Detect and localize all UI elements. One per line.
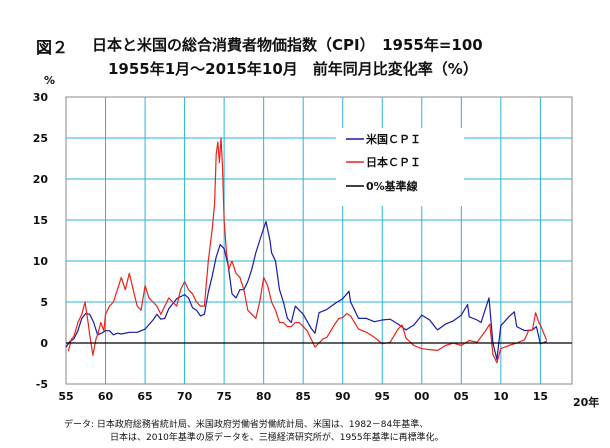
x-tick-label: 70	[177, 390, 193, 403]
legend-box	[336, 128, 464, 206]
chart-subtitle: 1955年1月～2015年10月 前年同月比変化率（%）	[108, 60, 478, 78]
y-tick-label: 20	[33, 173, 49, 186]
y-tick-label: 10	[33, 255, 49, 268]
x-tick-label: 00	[414, 390, 430, 403]
chart-title: 日本と米国の総合消費者物価指数（CPI） 1955年=100	[92, 36, 483, 54]
plot-frame	[65, 96, 573, 385]
y-axis-label: %	[44, 74, 55, 87]
x-tick-label: 75	[216, 390, 231, 403]
x-tick-label: 65	[137, 390, 152, 403]
y-tick-label: 5	[40, 296, 48, 309]
legend: 米国ＣＰＩ 日本ＣＰＩ 0%基準線	[336, 128, 464, 206]
y-tick-label: 25	[33, 132, 48, 145]
y-tick-label: 0	[40, 337, 48, 350]
legend-label: 0%基準線	[366, 179, 418, 193]
x-tick-label: 55	[58, 390, 73, 403]
legend-label: 米国ＣＰＩ	[365, 132, 421, 146]
series-lines	[65, 137, 572, 364]
x-tick-label: 10	[493, 390, 509, 403]
x-tick-label: 80	[256, 390, 272, 403]
y-tick-label: 30	[33, 91, 49, 104]
grid-lines	[66, 97, 572, 384]
x-tick-label: 15	[533, 390, 548, 403]
x-axis-unit-label: 20年	[573, 395, 599, 409]
figure-number: 図２	[36, 38, 69, 57]
x-tick-label: 95	[375, 390, 390, 403]
x-tick-label: 05	[454, 390, 469, 403]
source-note-line-1: データ: 日本政府総務省統計局、米国政府労働省労働統計局、米国は、1982－84…	[64, 420, 429, 430]
source-note: データ: 日本政府総務省統計局、米国政府労働省労働統計局、米国は、1982－84…	[64, 419, 444, 445]
series-line-japan-cpi	[67, 137, 548, 364]
y-tick-label: -5	[36, 378, 48, 391]
x-tick-label: 85	[296, 390, 311, 403]
source-note-line-2: 日本は、2010年基準の原データを、三極経済研究所が、1955年基準に再標準化。	[110, 433, 444, 443]
x-tick-label: 90	[335, 390, 351, 403]
y-tick-label: 15	[33, 214, 48, 227]
x-tick-label: 60	[98, 390, 114, 403]
series-line-us-cpi	[65, 221, 547, 360]
legend-label: 日本ＣＰＩ	[366, 155, 421, 169]
